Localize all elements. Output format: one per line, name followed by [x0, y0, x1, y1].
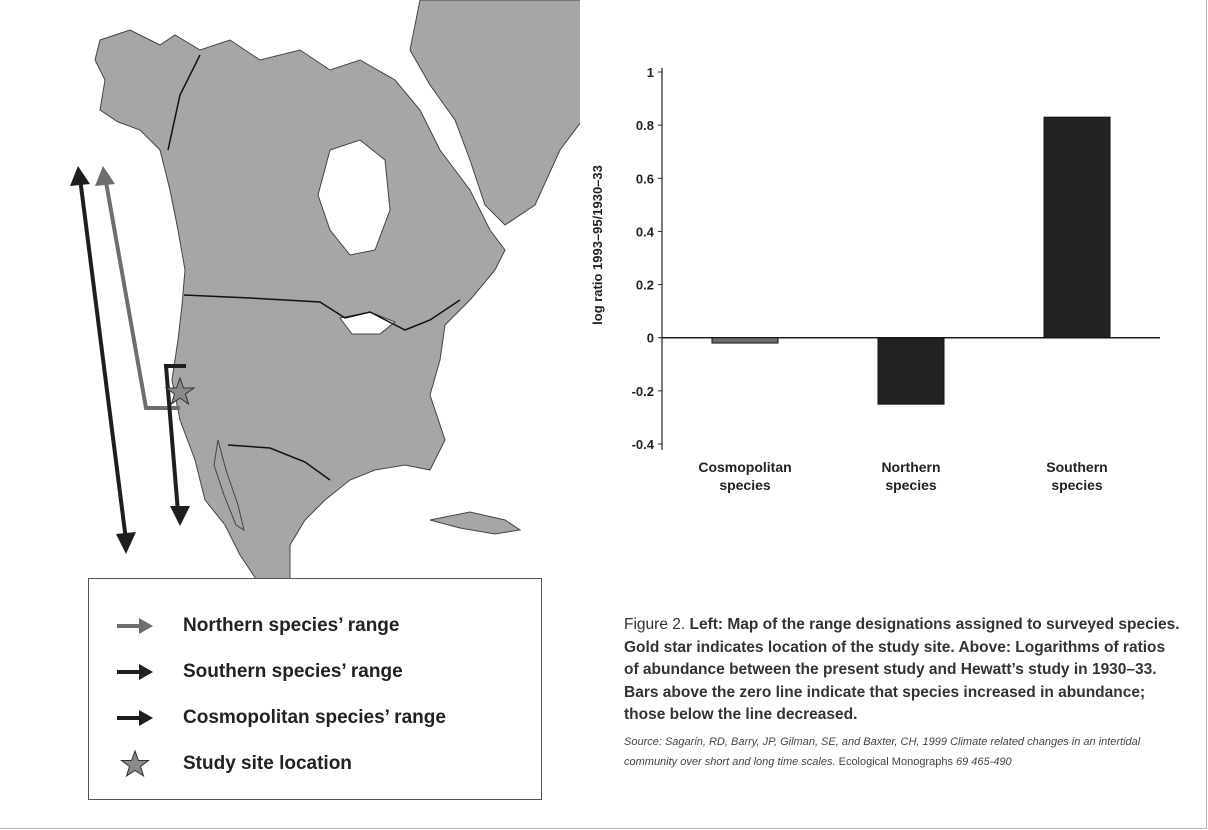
legend-label-cosmopolitan: Cosmopolitan species’ range: [183, 707, 446, 728]
legend-item-northern: Northern species’ range: [113, 611, 399, 641]
cosmopolitan-range-line: [78, 177, 128, 541]
y-tick-label: 0.2: [636, 278, 654, 293]
y-tick-label: 0: [647, 331, 654, 346]
canada-us-border: [183, 294, 461, 331]
source-prefix: Source: Sagarin, RD, Barry, JP, Gilman, …: [624, 736, 1141, 768]
north-america-land: [94, 29, 506, 586]
bar: [877, 337, 945, 405]
legend-label-southern: Southern species’ range: [183, 661, 403, 682]
legend-item-study-site: Study site location: [113, 749, 352, 779]
legend-item-southern: Southern species’ range: [113, 657, 403, 687]
study-site-star: [164, 376, 196, 406]
source-citation: 69 465-490: [952, 756, 1012, 768]
source-journal: Ecological Monographs: [835, 756, 953, 768]
cuba: [429, 511, 522, 535]
southern-range-arrowhead: [170, 506, 190, 526]
southern-range-line: [163, 364, 186, 513]
cosmopolitan-range-arrowhead-top: [70, 166, 90, 186]
greenland: [409, 0, 580, 226]
figure-caption: Figure 2. Left: Map of the range designa…: [624, 614, 1184, 727]
legend-label-study-site: Study site location: [183, 753, 352, 774]
legend-label-northern: Northern species’ range: [183, 615, 400, 636]
northern-arrow-icon: [113, 611, 157, 641]
legend-item-cosmopolitan: Cosmopolitan species’ range: [113, 703, 446, 733]
y-tick-label: -0.2: [632, 384, 654, 399]
hudson-bay: [317, 139, 391, 256]
baja-california: [213, 439, 245, 532]
caption-body: Left: Map of the range designations assi…: [624, 616, 1180, 723]
y-tick-label: 1: [647, 65, 654, 80]
bar: [711, 337, 779, 344]
northern-range-line: [104, 181, 180, 410]
figure-source: Source: Sagarin, RD, Barry, JP, Gilman, …: [624, 732, 1184, 772]
bars: [711, 116, 1111, 405]
us-mexico-border: [227, 444, 331, 481]
northern-range-arrowhead: [95, 166, 115, 186]
y-tick-label: 0.6: [636, 171, 654, 186]
category-label: Northern species: [881, 459, 940, 493]
cosmopolitan-arrow-icon: [113, 703, 157, 733]
caption-lead: Figure 2.: [624, 616, 690, 633]
alaska-border: [167, 54, 201, 151]
y-tick-label: -0.4: [632, 437, 655, 452]
category-label: Southern species: [1046, 459, 1107, 493]
y-tick-label: 0.8: [636, 118, 654, 133]
y-axis-title: log ratio 1993–95/1930–33: [590, 165, 605, 325]
y-tick-label: 0.4: [636, 224, 655, 239]
y-axis-ticks: 1 0.8 0.6 0.4 0.2 0 -0.2 -0.4: [632, 65, 662, 452]
bar-chart: log ratio 1993–95/1930–33 1 0.8 0.6 0.4 0.2 0…: [590, 65, 1160, 493]
star-icon: [113, 749, 157, 779]
category-labels: Cosmopolitan species Northern species Southe…: [698, 459, 1107, 493]
legend: Northern species’ range Southern species…: [88, 578, 542, 800]
bar: [1043, 116, 1111, 339]
range-map: [70, 0, 580, 586]
cosmopolitan-range-arrowhead-bottom: [116, 532, 136, 554]
category-label: Cosmopolitan species: [698, 459, 791, 493]
southern-arrow-icon: [113, 657, 157, 687]
